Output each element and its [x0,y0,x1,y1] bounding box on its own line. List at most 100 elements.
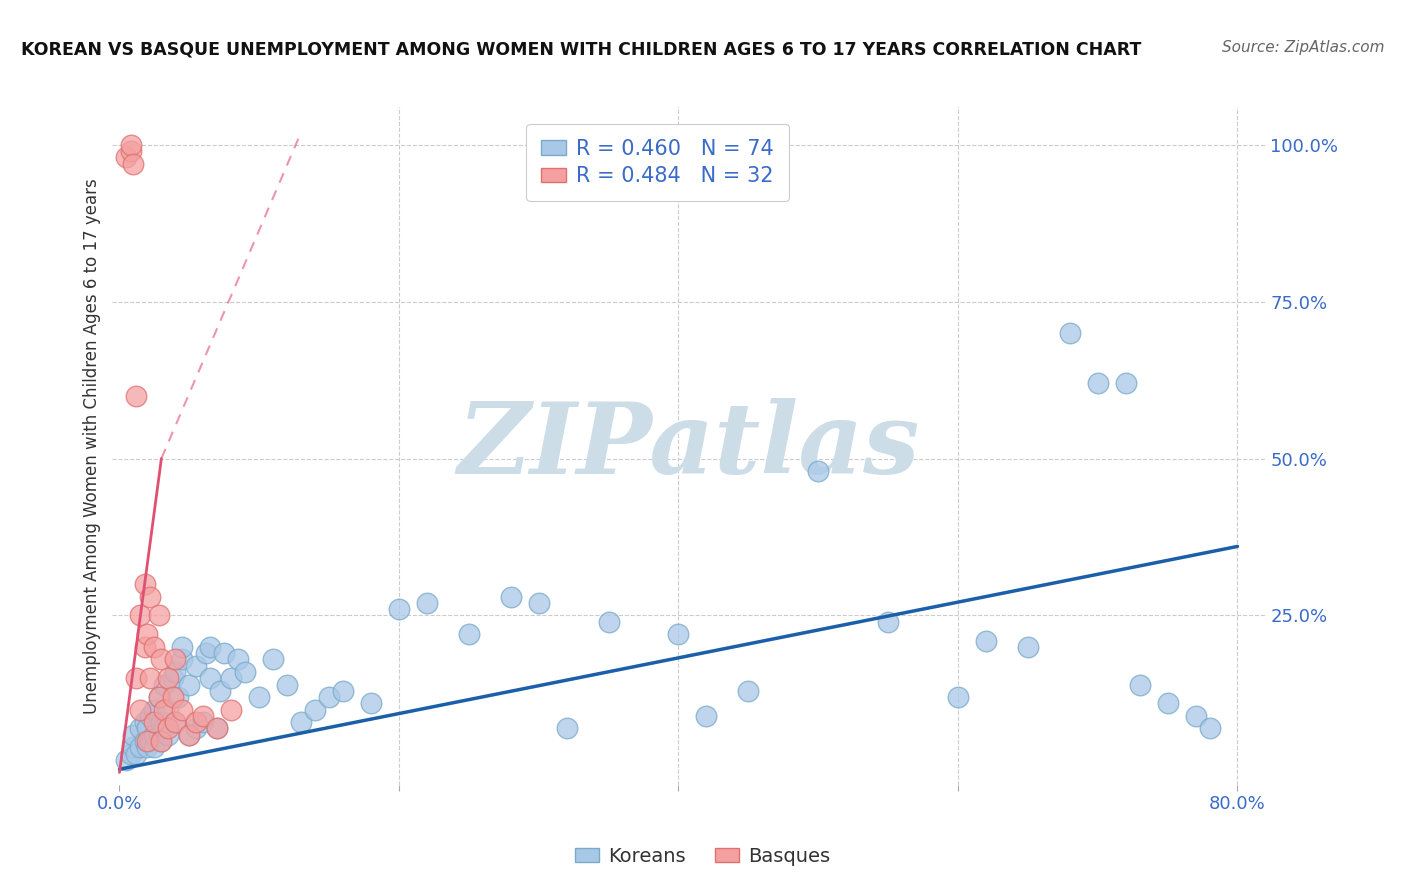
Point [186,658,208,673]
Point [555,722,578,736]
Point [172,652,194,666]
Point [162,690,184,704]
Text: KOREAN VS BASQUE UNEMPLOYMENT AMONG WOMEN WITH CHILDREN AGES 6 TO 17 YEARS CORRE: KOREAN VS BASQUE UNEMPLOYMENT AMONG WOME… [21,40,1142,58]
Point [974,633,997,648]
Point [143,703,166,717]
Point [157,671,180,685]
Point [209,683,232,698]
Point [193,709,215,723]
Point [148,690,170,704]
Point [200,671,222,685]
Point [148,608,170,623]
Point [262,652,284,666]
Point [1156,697,1178,711]
Point [129,608,152,623]
Legend: Koreans, Basques: Koreans, Basques [568,838,838,873]
Point [157,722,180,736]
Point [129,740,152,755]
Point [134,640,156,654]
Point [148,728,170,742]
Point [139,709,162,723]
Y-axis label: Unemployment Among Women with Children Ages 6 to 17 years: Unemployment Among Women with Children A… [83,178,101,714]
Point [134,734,156,748]
Point [207,722,229,736]
Point [165,665,187,679]
Point [186,722,208,736]
Point [290,715,312,730]
Point [877,615,900,629]
Point [143,715,166,730]
Point [120,137,142,152]
Point [195,646,218,660]
Point [157,728,180,742]
Point [157,703,180,717]
Point [153,722,176,736]
Point [129,722,152,736]
Point [193,715,215,730]
Point [153,677,176,691]
Point [1198,722,1220,736]
Point [233,665,256,679]
Point [200,640,222,654]
Point [115,753,138,767]
Point [165,715,187,730]
Point [179,728,201,742]
Point [167,690,190,704]
Point [276,677,298,691]
Point [165,652,187,666]
Point [1017,640,1039,654]
Point [122,740,145,755]
Point [134,715,156,730]
Point [115,150,138,164]
Point [143,740,166,755]
Point [668,627,690,641]
Legend: R = 0.460   N = 74, R = 0.484   N = 32: R = 0.460 N = 74, R = 0.484 N = 32 [526,124,789,201]
Point [219,671,242,685]
Point [388,602,411,616]
Point [150,715,173,730]
Point [148,690,170,704]
Point [125,671,148,685]
Point [136,740,159,755]
Point [136,734,159,748]
Point [416,596,439,610]
Point [457,627,479,641]
Point [1129,677,1152,691]
Point [136,722,159,736]
Point [143,640,166,654]
Point [125,747,148,761]
Point [207,722,229,736]
Point [122,156,145,170]
Point [499,590,522,604]
Point [807,464,830,478]
Point [1184,709,1206,723]
Point [150,734,173,748]
Point [136,627,159,641]
Point [186,715,208,730]
Point [695,709,717,723]
Point [150,734,173,748]
Text: Source: ZipAtlas.com: Source: ZipAtlas.com [1222,40,1385,55]
Point [598,615,620,629]
Point [172,640,194,654]
Point [179,728,201,742]
Point [172,703,194,717]
Point [332,683,354,698]
Point [304,703,326,717]
Point [179,677,201,691]
Point [129,703,152,717]
Point [120,144,142,158]
Point [1059,326,1081,340]
Point [1115,376,1137,391]
Point [247,690,270,704]
Point [139,590,162,604]
Point [226,652,249,666]
Point [153,703,176,717]
Point [165,715,187,730]
Point [318,690,340,704]
Point [1087,376,1109,391]
Point [946,690,969,704]
Point [139,734,162,748]
Point [150,652,173,666]
Point [219,703,242,717]
